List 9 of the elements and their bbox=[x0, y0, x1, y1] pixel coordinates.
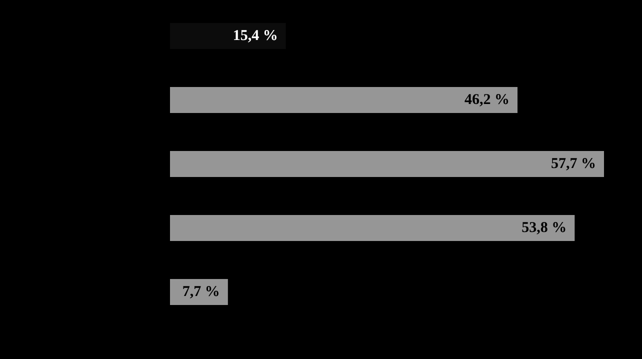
bar bbox=[170, 87, 518, 113]
data-label: 53,8 % bbox=[522, 220, 567, 236]
bar bbox=[170, 279, 228, 305]
bar bbox=[170, 215, 575, 241]
data-label: 7,7 % bbox=[182, 284, 220, 300]
data-label: 15,4 % bbox=[232, 28, 278, 44]
data-label: 57,7 % bbox=[551, 156, 596, 172]
data-label: 46,2 % bbox=[464, 92, 510, 108]
bar bbox=[170, 151, 604, 177]
